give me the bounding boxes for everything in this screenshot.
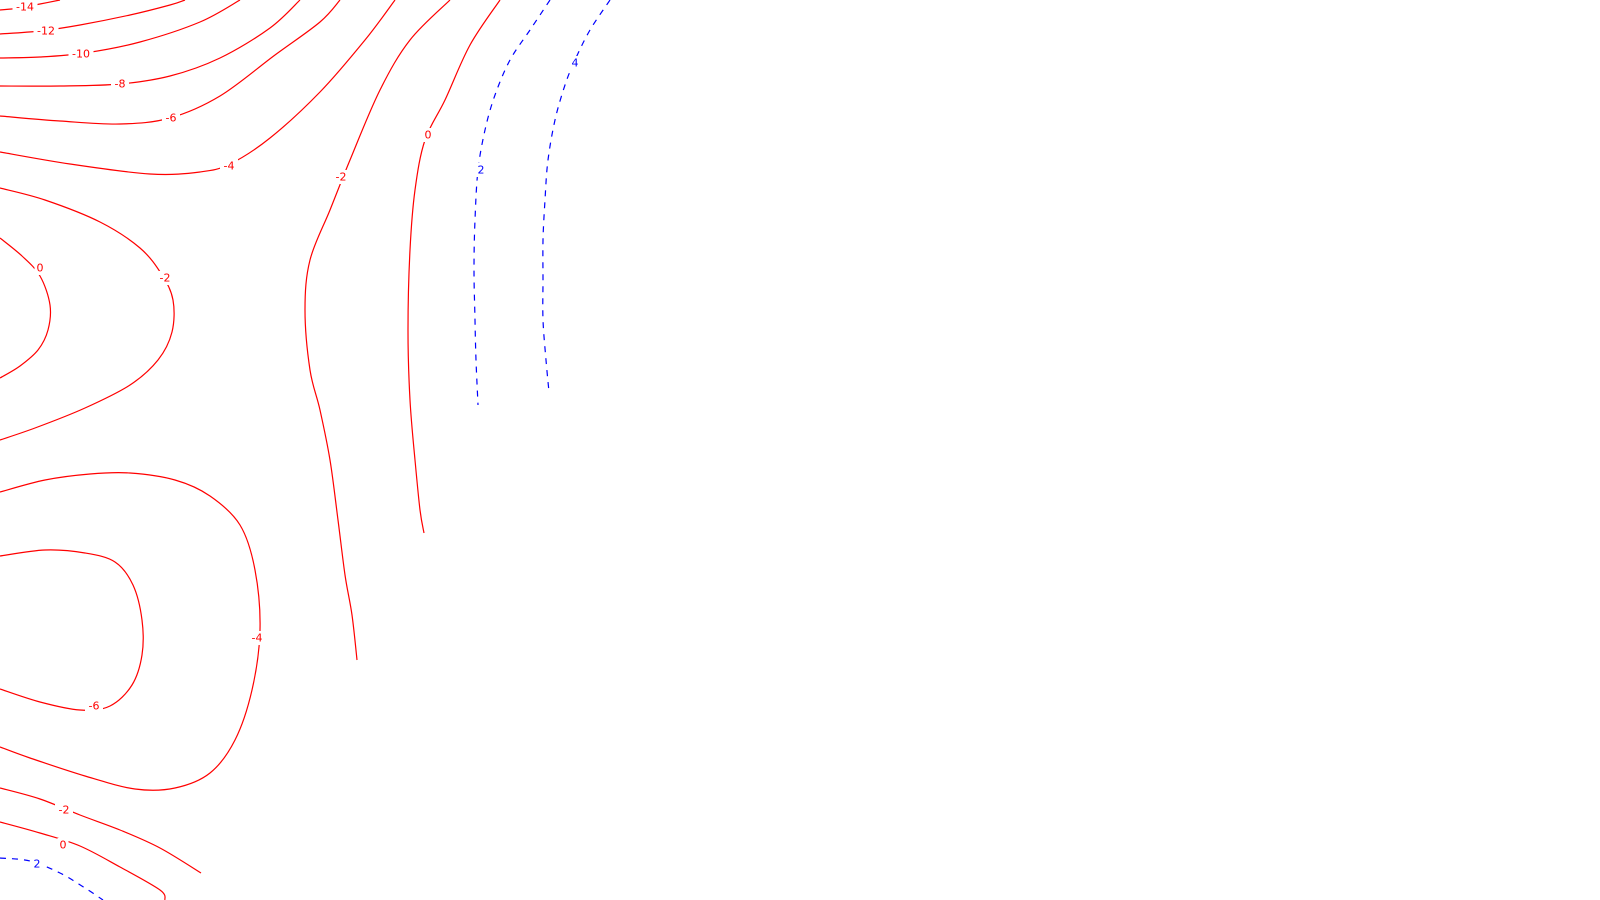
contour-label: 2: [34, 858, 41, 871]
contour-line-level-minus-4: [0, 471, 261, 791]
contour-label: -4: [252, 632, 263, 645]
contour-label: -6: [89, 700, 100, 713]
contour-label-background: [569, 56, 581, 70]
contour-label-background: [31, 857, 43, 871]
contour-label-background: [57, 838, 69, 852]
contour-line-level-minus-2: [0, 187, 175, 441]
contour-label: -8: [115, 78, 126, 91]
contour-line-level-0: [0, 237, 52, 379]
contour-label: 0: [37, 262, 44, 275]
contour-label-background: [34, 261, 46, 275]
contour-label-background: [12, 0, 38, 14]
contour-line-level-minus-6: [0, 549, 144, 711]
contour-label: -6: [166, 112, 177, 125]
contour-label: 4: [572, 57, 579, 70]
contour-line-level-0: [0, 821, 166, 900]
contour-label: -10: [72, 48, 90, 61]
contour-line-level-4: [542, 0, 611, 393]
contour-label-background: [220, 159, 238, 173]
contour-line-level-2: [473, 0, 551, 406]
contour-label: -2: [59, 804, 70, 817]
contour-label-background: [422, 128, 434, 142]
contour-label-background: [475, 163, 487, 177]
contour-line-level-minus-8: [0, 0, 301, 87]
contour-label: 2: [478, 164, 485, 177]
contour-label-background: [111, 77, 129, 91]
contour-label: -2: [160, 272, 171, 285]
contour-label-background: [33, 24, 59, 38]
contour-label: -14: [16, 1, 34, 14]
contour-line-level-0: [407, 0, 501, 534]
contour-label-background: [55, 803, 73, 817]
contour-line-level-minus-6: [0, 0, 341, 125]
contour-line-level-minus-10: [0, 0, 241, 59]
contour-label-background: [162, 111, 180, 125]
contour-line-level-2: [0, 857, 104, 900]
contour-label: 0: [425, 129, 432, 142]
contour-line-level-minus-2: [0, 787, 202, 874]
contour-label-background: [156, 271, 174, 285]
contour-line-level-minus-4: [0, 0, 396, 176]
contour-label-background: [332, 170, 350, 184]
contour-label: 0: [60, 839, 67, 852]
contour-label: -4: [224, 160, 235, 173]
contour-label-background: [248, 631, 266, 645]
contour-label-background: [68, 47, 94, 61]
contour-label: -2: [336, 171, 347, 184]
contour-label: -12: [37, 25, 55, 38]
contour-line-level-minus-2: [304, 0, 451, 661]
contour-label-background: [85, 699, 103, 713]
